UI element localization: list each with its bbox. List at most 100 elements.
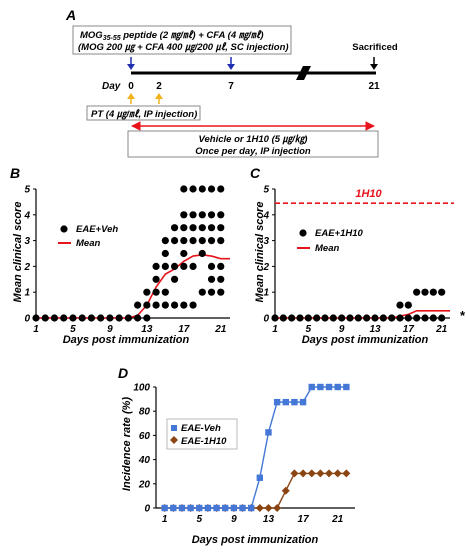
- panel-d-eae-1h10-marker: [307, 469, 316, 478]
- panel-b-ytick-label: 5: [24, 185, 30, 196]
- panel-b-ytick-label: 0: [24, 314, 30, 325]
- panel-d-ytick-label: 80: [139, 407, 151, 418]
- panel-d-eae-veh-marker: [222, 504, 229, 512]
- panel-d-xtick-label: 13: [263, 514, 275, 525]
- panel-d-eae-1h10-marker: [333, 469, 342, 478]
- panel-c-xtick-label: 1: [272, 324, 278, 335]
- panel-b-data-point: [124, 314, 132, 322]
- mog-arrow-day0: [127, 57, 135, 70]
- panel-b-ytick-label: 4: [23, 210, 30, 221]
- mog-box-line2: (MOG 200 ㎍ + CFA 400 ㎍/200 ㎕, SC injecti…: [78, 42, 289, 53]
- panel-b-data-point: [152, 275, 160, 283]
- panel-b-data-point: [207, 185, 216, 193]
- panel-b-data-point: [152, 301, 160, 309]
- panel-c-xtick-label: 5: [306, 324, 312, 335]
- mog-arrow-day7: [227, 57, 235, 70]
- panel-b-data-point: [217, 262, 225, 270]
- panel-c-ytick-label: 4: [262, 210, 269, 221]
- panel-b-data-point: [217, 237, 225, 245]
- panel-b-data-point: [161, 301, 169, 309]
- panel-b-label: B: [10, 165, 20, 181]
- pt-box: [86, 105, 201, 121]
- panel-c-xtick-label: 17: [403, 324, 415, 335]
- panel-b-ytick-label: 2: [23, 262, 30, 273]
- panel-b-data-point: [189, 224, 197, 232]
- panel-c-data-point: [421, 288, 429, 296]
- panel-b-data-point: [143, 314, 151, 322]
- panel-b-data-point: [180, 224, 188, 232]
- panel-d: D Incidence rate (%) Days post immunizat…: [118, 365, 355, 546]
- panel-b-data-point: [78, 314, 86, 322]
- day-tick-21: 21: [368, 81, 380, 92]
- panel-c-data-point: [421, 314, 429, 322]
- panel-b-data-point: [198, 211, 206, 219]
- day-label: Day: [102, 81, 121, 92]
- day-tick-7: 7: [228, 81, 234, 92]
- panel-d-ylabel: Incidence rate (%): [121, 397, 133, 491]
- panel-d-xtick-label: 17: [298, 514, 310, 525]
- legend-eae-veh-label-d: EAE-Veh: [181, 423, 221, 434]
- panel-c-data-point: [313, 314, 321, 322]
- panel-b-data-point: [170, 237, 179, 245]
- panel-d-eae-veh-marker: [299, 398, 307, 406]
- panel-c-data-point: [354, 314, 362, 322]
- panel-b-data-point: [198, 249, 206, 258]
- panel-b-data-point: [32, 314, 40, 322]
- legend-eae-1h10-label-d: EAE-1H10: [181, 436, 227, 447]
- panel-d-eae-veh-marker: [170, 504, 177, 512]
- panel-c-data-point: [396, 301, 404, 309]
- panel-b-data-point: [198, 185, 206, 193]
- panel-d-eae-veh-marker: [247, 504, 255, 512]
- panel-c-data-point: [321, 314, 329, 322]
- panel-c-data-point: [304, 314, 312, 322]
- panel-c-data-point: [363, 314, 371, 322]
- panel-b-data-point: [50, 314, 59, 322]
- panel-d-eae-1h10-marker: [255, 504, 264, 512]
- panel-d-eae-veh-marker: [178, 504, 186, 512]
- panel-b-data-point: [170, 262, 179, 270]
- panel-c-data-point: [429, 314, 437, 322]
- panel-c-data-point: [371, 314, 379, 322]
- panel-b-data-point: [189, 211, 197, 219]
- panel-b-data-point: [161, 262, 169, 270]
- panel-d-ytick-label: 20: [138, 479, 151, 490]
- panel-b-xtick-label: 9: [107, 324, 113, 335]
- panel-c-xtick-label: 21: [435, 324, 448, 335]
- panel-d-xtick-label: 1: [162, 514, 168, 525]
- panel-d-ytick-label: 100: [133, 383, 150, 394]
- panel-b-data-point: [180, 211, 188, 219]
- panel-b-data-point: [41, 314, 49, 322]
- panel-c-data-point: [438, 314, 446, 322]
- panel-c-xlabel: Days post immunization: [302, 334, 429, 346]
- panel-b-data-point: [143, 288, 151, 296]
- panel-b-data-point: [170, 301, 179, 309]
- panel-b-xtick-label: 13: [141, 324, 153, 335]
- panel-d-ytick-label: 60: [139, 431, 151, 442]
- panel-c-data-point: [379, 314, 387, 322]
- panel-c-ytick-label: 5: [263, 185, 269, 196]
- legend-eae-veh-marker-d: [171, 425, 177, 431]
- day-tick-2: 2: [156, 81, 162, 92]
- panel-c-annotation-label: 1H10: [355, 188, 382, 200]
- panel-c-data-point: [271, 314, 279, 322]
- panel-b-data-point: [161, 249, 169, 258]
- panel-b-data-point: [170, 275, 179, 283]
- treatment-line1: Vehicle or 1H10 (5 ㎍/㎏): [199, 134, 308, 145]
- panel-c-ytick-label: 1: [263, 288, 269, 299]
- panel-b-data-point: [217, 185, 225, 193]
- panel-d-xtick-label: 9: [231, 514, 237, 525]
- panel-d-xtick-label: 21: [331, 514, 344, 525]
- panel-c-significance-mark: *: [460, 308, 466, 323]
- panel-c-data-point: [438, 288, 446, 296]
- panel-b-data-point: [170, 224, 179, 232]
- legend-eae-1h10-label: EAE+1H10: [315, 228, 364, 239]
- panel-c-label: C: [250, 165, 261, 181]
- panel-b-data-point: [198, 224, 206, 232]
- panel-c-data-point: [404, 301, 412, 309]
- panel-c: C Mean clinical score Days post immuniza…: [250, 165, 466, 346]
- panel-b-data-point: [134, 314, 142, 322]
- panel-b-data-point: [161, 288, 169, 296]
- panel-b-data-point: [106, 314, 114, 322]
